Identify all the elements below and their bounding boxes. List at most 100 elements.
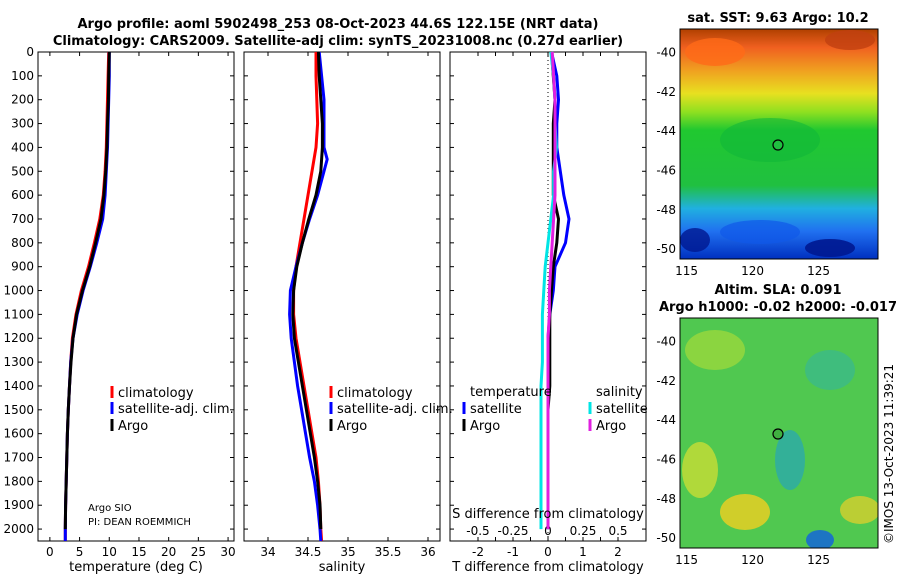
- x-tick-label: 36: [420, 545, 435, 559]
- temperature-legend: climatology satellite-adj. clim. Argo: [110, 386, 234, 434]
- salinity-axes: [243, 51, 441, 542]
- map-y-tick-label: -44: [656, 124, 676, 138]
- series-line-salinity-argo: [546, 51, 557, 530]
- y-tick-label: 1200: [3, 331, 34, 345]
- y-tick-label: 1800: [3, 474, 34, 488]
- map-x-tick-label: 125: [807, 264, 830, 278]
- y-tick-label: 1000: [3, 284, 34, 298]
- legend-title-temperature: temperature: [470, 385, 552, 400]
- x-tick-label: 35.5: [375, 545, 402, 559]
- imos-credit: ©IMOS 13-Oct-2023 11:39:21: [882, 364, 896, 544]
- x-tick-label: -2: [472, 545, 484, 559]
- x-tick-label: 0: [544, 545, 552, 559]
- map-y-tick-label: -46: [656, 453, 676, 467]
- map-y-tick-label: -40: [656, 335, 676, 349]
- legend-label-sal-argo: Argo: [596, 419, 626, 434]
- y-tick-label: 900: [11, 260, 34, 274]
- series-line-argo: [291, 51, 324, 530]
- top-x-tick-label: -0.5: [466, 524, 489, 538]
- difference-top-xlabel: S difference from climatology: [452, 507, 644, 522]
- map-x-tick-label: 115: [675, 264, 698, 278]
- top-x-tick-label: 0: [544, 524, 552, 538]
- argo-pi-note: PI: DEAN ROEMMICH: [88, 517, 191, 528]
- map-y-tick-label: -44: [656, 413, 676, 427]
- difference-xlabel: T difference from climatology: [451, 560, 644, 575]
- series-line-argo: [63, 51, 111, 530]
- salinity-xlabel: salinity: [319, 560, 366, 575]
- x-tick-label: 0: [46, 545, 54, 559]
- map-x-tick-label: 125: [807, 553, 830, 567]
- figure-title-line1: Argo profile: aoml 5902498_253 08-Oct-20…: [78, 17, 599, 32]
- salinity-legend: climatology satellite-adj. clim. Argo: [329, 386, 453, 434]
- top-x-tick-label: 0.5: [608, 524, 627, 538]
- y-tick-label: 0: [26, 45, 34, 59]
- series-line-satellite-adj-clim-: [63, 52, 111, 541]
- legend-label-climatology: climatology: [337, 386, 413, 401]
- y-tick-label: 1700: [3, 451, 34, 465]
- sla-argo-marker: [772, 428, 784, 440]
- y-tick-label: 300: [11, 117, 34, 131]
- x-tick-label: 1: [579, 545, 587, 559]
- y-tick-label: 1600: [3, 427, 34, 441]
- series-line-climatology: [292, 52, 324, 542]
- y-tick-label: 2000: [3, 522, 34, 536]
- temperature-xlabel: temperature (deg C): [69, 560, 203, 575]
- sst-map-title: sat. SST: 9.63 Argo: 10.2: [687, 11, 868, 26]
- x-tick-label: 30: [220, 545, 235, 559]
- x-tick-label: 34: [260, 545, 275, 559]
- map-y-tick-label: -48: [656, 492, 676, 506]
- legend-title-salinity: salinity: [596, 385, 643, 400]
- y-tick-label: 700: [11, 212, 34, 226]
- y-tick-label: 500: [11, 164, 34, 178]
- temperature-axes: [37, 51, 235, 542]
- y-tick-label: 600: [11, 188, 34, 202]
- map-y-tick-label: -46: [656, 164, 676, 178]
- y-tick-label: 1900: [3, 498, 34, 512]
- y-tick-label: 800: [11, 236, 34, 250]
- sst-argo-marker: [772, 139, 784, 151]
- sla-map-title: Altim. SLA: 0.091: [715, 283, 842, 298]
- sla-map-frame: [679, 317, 879, 549]
- x-tick-label: 10: [102, 545, 117, 559]
- map-x-tick-label: 120: [741, 264, 764, 278]
- legend-label-argo: Argo: [118, 419, 148, 434]
- legend-label-climatology: climatology: [118, 386, 194, 401]
- map-x-tick-label: 115: [675, 553, 698, 567]
- map-y-tick-label: -48: [656, 203, 676, 217]
- top-x-tick-label: 0.25: [570, 524, 597, 538]
- x-tick-label: 35: [340, 545, 355, 559]
- map-y-tick-label: -42: [656, 85, 676, 99]
- series-line-climatology: [63, 51, 111, 541]
- series-line-satellite-adj-clim-: [288, 51, 329, 542]
- map-y-tick-label: -50: [656, 531, 676, 545]
- sla-map-image: [680, 318, 878, 548]
- x-tick-label: 25: [191, 545, 206, 559]
- y-tick-label: 200: [11, 93, 34, 107]
- difference-legend: temperature satellite Argo salinity sate…: [462, 385, 648, 434]
- legend-label-satellite-adj: satellite-adj. clim.: [337, 402, 453, 417]
- legend-label-sal-satellite: satellite: [596, 402, 648, 417]
- legend-label-temp-satellite: satellite: [470, 402, 522, 417]
- x-tick-label: -1: [507, 545, 519, 559]
- map-y-tick-label: -50: [656, 242, 676, 256]
- legend-label-temp-argo: Argo: [470, 419, 500, 434]
- x-tick-label: 15: [131, 545, 146, 559]
- x-tick-label: 20: [161, 545, 176, 559]
- map-y-tick-label: -40: [656, 46, 676, 60]
- y-tick-label: 1400: [3, 379, 34, 393]
- x-tick-label: 5: [76, 545, 84, 559]
- y-tick-label: 1300: [3, 355, 34, 369]
- legend-label-satellite-adj: satellite-adj. clim.: [118, 402, 234, 417]
- y-tick-label: 400: [11, 140, 34, 154]
- map-x-tick-label: 120: [741, 553, 764, 567]
- sst-map-frame: [679, 28, 879, 260]
- x-tick-label: 2: [614, 545, 622, 559]
- map-y-tick-label: -42: [656, 374, 676, 388]
- y-tick-label: 1100: [3, 307, 34, 321]
- y-tick-label: 1500: [3, 403, 34, 417]
- sla-map-subtitle: Argo h1000: -0.02 h2000: -0.017: [659, 300, 897, 315]
- x-tick-label: 34.5: [295, 545, 322, 559]
- legend-label-argo: Argo: [337, 419, 367, 434]
- figure-title-line2: Climatology: CARS2009. Satellite-adj cli…: [53, 34, 623, 49]
